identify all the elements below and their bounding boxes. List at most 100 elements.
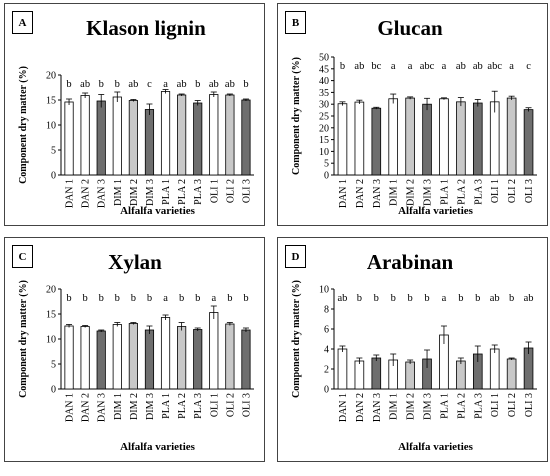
bar-pla-2 (177, 326, 187, 390)
bar-dim-2 (405, 97, 415, 176)
category-label: DAN 1 (65, 179, 76, 208)
bar-dan-1 (64, 325, 74, 390)
y-tick-label: 20 (46, 71, 56, 82)
significance-letter: ab (524, 293, 534, 304)
significance-letter: a (442, 293, 447, 304)
category-label: OLI 1 (209, 393, 220, 417)
significance-letter: ab (337, 293, 347, 304)
bar-oli-3 (523, 109, 534, 176)
y-axis-label: Component dry matter (%) (18, 280, 29, 398)
y-tick-label: 15 (46, 96, 56, 107)
significance-letter: b (374, 293, 379, 304)
bar-dan-3 (371, 107, 382, 176)
panel-letter-box (285, 245, 306, 268)
x-axis-label: Alfalfa varieties (120, 441, 196, 453)
significance-letter: b (115, 293, 120, 304)
category-label: PLA 1 (161, 179, 172, 205)
category-label: DIM 3 (423, 179, 434, 206)
significance-letter: b (243, 293, 248, 304)
panel-letter-box (12, 245, 33, 268)
bar-pla-1 (160, 91, 171, 176)
chart-title: Glucan (377, 16, 443, 40)
x-axis-label: Alfalfa varieties (398, 205, 474, 217)
bar-dim-3 (144, 329, 155, 390)
bar-dim-1 (112, 96, 122, 176)
category-label: DAN 1 (338, 179, 349, 208)
y-tick-label: 5 (51, 146, 56, 157)
significance-letter: a (509, 61, 514, 72)
significance-letter: abc (487, 61, 502, 72)
y-tick-label: 35 (319, 88, 329, 99)
category-label: DIM 2 (129, 393, 140, 420)
y-tick-label: 2 (324, 365, 329, 376)
panel-a: A Klason lignin 0 5 10 15 20 Component dry matt… (4, 3, 265, 226)
category-label: PLA 3 (193, 179, 204, 205)
y-tick-label: 5 (51, 360, 56, 371)
y-axis-label: Component dry matter (%) (291, 280, 302, 398)
significance-letter: ab (177, 79, 187, 90)
panel-letter: D (292, 251, 300, 263)
bar-dan-2 (354, 101, 365, 176)
panel-letter: A (19, 17, 27, 29)
significance-letter: b (391, 293, 396, 304)
bar-dan-1 (337, 103, 348, 176)
significance-letter: b (147, 293, 152, 304)
significance-letter: a (211, 293, 216, 304)
bar-dim-1 (112, 324, 122, 390)
category-label: DAN 2 (355, 179, 366, 208)
significance-letter: b (424, 293, 429, 304)
category-label: OLI 3 (524, 393, 535, 417)
y-tick-label: 15 (319, 135, 329, 146)
bar-dan-2 (80, 95, 90, 176)
chart-title: Klason lignin (86, 16, 206, 40)
significance-letter: a (408, 61, 413, 72)
significance-letter: ab (354, 61, 364, 72)
significance-letter: c (526, 61, 531, 72)
significance-letter: b (509, 293, 514, 304)
significance-letter: b (408, 293, 413, 304)
bar-oli-2 (225, 94, 235, 176)
y-tick-label: 30 (319, 100, 329, 111)
bar-oli-3 (523, 347, 534, 390)
bar-dan-1 (64, 101, 74, 176)
category-label: DAN 1 (338, 393, 349, 422)
significance-letter: bc (371, 61, 381, 72)
category-label: OLI 2 (507, 393, 518, 417)
category-label: PLA 2 (456, 179, 467, 205)
y-axis-label: Component dry matter (%) (291, 57, 302, 175)
panel-c: C Xylan 0 5 10 15 20 Component dry matter (%) b D… (4, 237, 265, 462)
category-label: OLI 2 (507, 179, 518, 203)
y-tick-label: 5 (324, 159, 329, 170)
category-label: OLI 2 (225, 393, 236, 417)
significance-letter: a (163, 293, 168, 304)
category-label: OLI 3 (241, 179, 252, 203)
category-label: DIM 2 (406, 393, 417, 420)
category-label: PLA 1 (439, 393, 450, 419)
bar-dan-2 (80, 326, 90, 390)
significance-letter: b (131, 293, 136, 304)
y-tick-label: 50 (319, 53, 329, 64)
bar-oli-2 (225, 323, 235, 390)
category-label: PLA 1 (439, 179, 450, 205)
bar-oli-3 (241, 329, 251, 390)
y-tick-label: 4 (324, 345, 329, 356)
bar-pla-3 (193, 329, 203, 390)
significance-letter: b (179, 293, 184, 304)
y-tick-label: 45 (319, 64, 329, 75)
y-tick-label: 40 (319, 76, 329, 87)
category-label: PLA 2 (177, 393, 188, 419)
category-label: DAN 3 (97, 179, 108, 208)
bar-dim-2 (405, 361, 415, 390)
significance-letter: ab (473, 61, 483, 72)
significance-letter: b (66, 79, 71, 90)
y-tick-label: 20 (46, 285, 56, 296)
bar-dan-3 (96, 100, 106, 176)
category-label: DAN 2 (355, 393, 366, 422)
category-label: DIM 1 (389, 393, 400, 420)
category-label: DIM 2 (406, 179, 417, 206)
category-label: PLA 1 (161, 393, 172, 419)
category-label: PLA 3 (193, 393, 204, 419)
bar-dan-2 (354, 360, 365, 390)
significance-letter: c (147, 79, 152, 90)
